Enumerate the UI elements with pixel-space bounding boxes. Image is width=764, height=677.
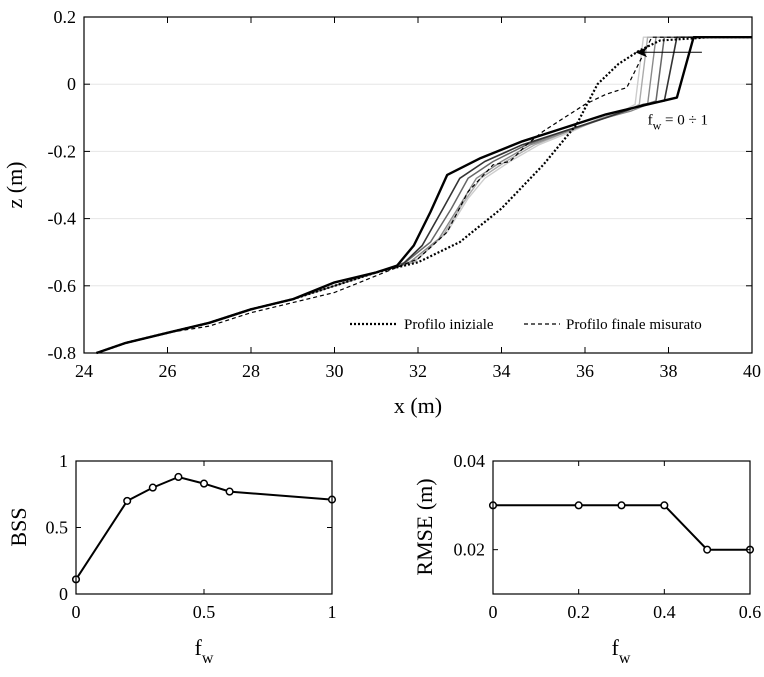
x-tick-label: 38 [660, 361, 678, 381]
x-tick-label: 30 [326, 361, 344, 381]
arrow-head [635, 47, 648, 58]
data-point [574, 501, 583, 510]
fw-range-sub: w [653, 119, 662, 133]
profile-series-1 [96, 36, 752, 354]
bss-series-group [71, 472, 337, 584]
rmse-chart: 0.02 0.04 0 0.2 0.4 0.6 RMSE (m) fw [412, 451, 761, 667]
y-tick-label: -0.8 [48, 343, 77, 363]
x-tick-label: 0.4 [653, 602, 676, 622]
profile-x-axis-label: x (m) [394, 393, 442, 418]
legend: Profilo iniziale Profilo finale misurato [350, 317, 702, 333]
bss-x-axis-label: fw [195, 635, 214, 667]
rmse-x-axis-label: fw [612, 635, 631, 667]
y-tick-label: 0 [67, 74, 76, 94]
rmse-y-axis-label: RMSE (m) [412, 478, 437, 575]
legend-label-initial: Profilo iniziale [404, 317, 494, 333]
y-tick-label: 0.02 [454, 540, 486, 560]
data-point [123, 496, 132, 505]
x-tick-label: 28 [242, 361, 260, 381]
x-tick-label: 0.2 [567, 602, 590, 622]
x-tick-label: 0 [72, 602, 81, 622]
bss-y-axis-label: BSS [6, 507, 31, 546]
profile-plot-area [84, 17, 752, 353]
x-tick-label: 0 [489, 602, 498, 622]
profile-y-axis-label: z (m) [2, 161, 27, 208]
profile-ticks: 0.2 0 -0.2 -0.4 -0.6 -0.824 26 28 30 32 34 36 38 40 [48, 7, 762, 381]
y-tick-label: -0.6 [48, 276, 77, 296]
x-tick-label: 26 [159, 361, 177, 381]
legend-label-final: Profilo finale misurato [566, 317, 702, 333]
x-tick-label: 34 [493, 361, 511, 381]
rmse-ticks: 0.02 0.04 0 0.2 0.4 0.6 [454, 451, 762, 622]
x-tick-label: 0.6 [739, 602, 762, 622]
data-point [199, 479, 209, 488]
y-tick-label: 1 [59, 451, 68, 471]
profile-series-group [96, 36, 752, 355]
x-tick-label: 0.5 [193, 602, 216, 622]
x-tick-label: 36 [576, 361, 594, 381]
rmse-plot-area [493, 461, 750, 594]
data-point [660, 501, 669, 510]
rmse-x-axis-label-sub: w [619, 650, 631, 667]
data-point [703, 545, 712, 554]
y-tick-label: 0.2 [54, 7, 77, 27]
fw-annotation: fw = 0 ÷ 1 [635, 47, 708, 133]
x-tick-label: 40 [743, 361, 761, 381]
rmse-axes-box [492, 460, 751, 595]
y-tick-label: 0.5 [46, 518, 69, 538]
series-line [493, 504, 750, 551]
bss-x-axis-label-sub: w [202, 650, 214, 667]
fw-range-label: fw = 0 ÷ 1 [648, 113, 708, 133]
fw-range-base: f [648, 113, 653, 129]
data-point [617, 501, 626, 510]
bss-x-axis-label-base: f [195, 635, 203, 660]
bss-ticks: 0 0.5 1 0 0.5 1 [46, 451, 337, 622]
x-tick-label: 24 [75, 361, 93, 381]
profile-chart: 0.2 0 -0.2 -0.4 -0.6 -0.824 26 28 30 32 34 36 38 40 x… [2, 7, 761, 418]
rmse-x-axis-label-base: f [612, 635, 620, 660]
y-tick-label: -0.2 [48, 141, 77, 161]
x-tick-label: 1 [328, 602, 337, 622]
x-tick-label: 32 [409, 361, 427, 381]
profile-series-0 [96, 36, 752, 355]
bss-chart: 0 0.5 1 0 0.5 1 BSS fw [6, 451, 337, 667]
fw-range-rest: = 0 ÷ 1 [661, 113, 708, 129]
data-point [225, 487, 234, 496]
data-point [148, 483, 157, 492]
data-point [174, 472, 183, 482]
y-tick-label: 0 [59, 584, 68, 604]
y-tick-label: 0.04 [454, 451, 486, 471]
y-tick-label: -0.4 [48, 209, 77, 229]
